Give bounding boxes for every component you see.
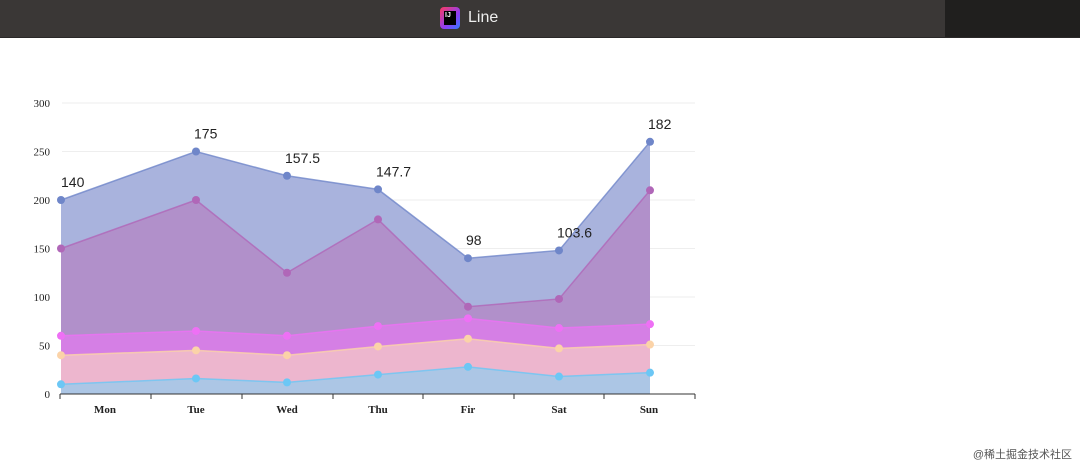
window-title: Line: [440, 7, 498, 29]
x-tick-label: Sun: [640, 404, 658, 416]
y-tick-label: 250: [34, 147, 51, 159]
data-point: [555, 246, 563, 255]
watermark: @稀土掘金技术社区: [972, 449, 1072, 461]
data-point: [374, 185, 382, 194]
window-title-text: Line: [468, 9, 499, 26]
data-point: [555, 344, 563, 353]
data-point: [464, 302, 472, 311]
data-label: 147.7: [376, 163, 411, 179]
data-label: 103.6: [557, 224, 592, 240]
y-tick-label: 100: [34, 292, 51, 304]
area-series-5: [61, 366, 650, 394]
x-tick-label: Thu: [368, 404, 388, 416]
x-tick-label: Sat: [551, 404, 567, 416]
data-point: [646, 340, 654, 349]
data-point: [464, 334, 472, 343]
data-point: [57, 380, 65, 389]
y-tick-label: 50: [39, 341, 51, 353]
data-point: [283, 171, 291, 180]
data-label: 140: [61, 174, 85, 190]
y-tick-label: 200: [34, 195, 51, 207]
data-point: [464, 254, 472, 263]
data-point: [57, 351, 65, 360]
data-point: [646, 137, 654, 146]
title-bar-right: [945, 0, 1080, 38]
data-point: [374, 215, 382, 224]
title-bar: Line: [0, 0, 945, 38]
data-point: [555, 294, 563, 303]
data-point: [555, 324, 563, 333]
data-point: [464, 362, 472, 371]
data-point: [374, 370, 382, 379]
x-tick-label: Mon: [94, 404, 116, 416]
data-point: [192, 374, 200, 383]
data-point: [374, 322, 382, 331]
data-point: [192, 196, 200, 204]
data-label: 182: [648, 116, 672, 132]
data-point: [464, 314, 472, 323]
x-tick-label: Fir: [461, 404, 476, 416]
data-point: [57, 244, 65, 253]
y-tick-label: 300: [34, 98, 51, 110]
y-tick-label: 150: [34, 244, 51, 256]
data-label: 175: [194, 126, 218, 142]
data-point: [283, 331, 291, 340]
data-point: [192, 346, 200, 355]
x-tick-label: Tue: [187, 404, 204, 416]
data-point: [555, 372, 563, 381]
intellij-icon: [440, 7, 460, 29]
data-point: [646, 368, 654, 377]
data-point: [192, 326, 200, 335]
y-tick-label: 0: [45, 389, 51, 401]
data-point: [374, 342, 382, 351]
data-point: [283, 268, 291, 277]
data-point: [57, 331, 65, 340]
data-point: [646, 320, 654, 329]
x-tick-label: Wed: [276, 404, 297, 416]
data-point: [192, 147, 200, 156]
data-label: 157.5: [285, 150, 320, 166]
data-point: [57, 196, 65, 204]
data-point: [283, 351, 291, 360]
data-point: [646, 186, 654, 195]
data-point: [283, 378, 291, 387]
data-label: 98: [466, 232, 482, 248]
